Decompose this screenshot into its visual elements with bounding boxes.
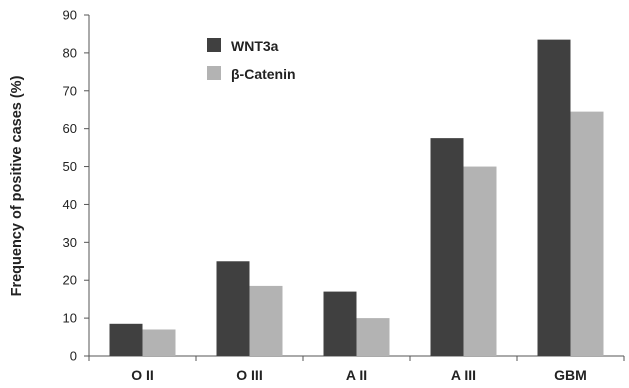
x-tick-label: O II bbox=[131, 367, 154, 383]
legend: WNT3a β-Catenin bbox=[207, 38, 296, 82]
bar-wnt3a-4 bbox=[537, 39, 571, 356]
y-tick-label: 50 bbox=[63, 159, 77, 174]
x-tick-label: GBM bbox=[554, 367, 587, 383]
bar-wnt3a-2 bbox=[323, 291, 357, 356]
bar-wnt3a-0 bbox=[109, 323, 143, 356]
legend-label: β-Catenin bbox=[231, 66, 296, 82]
x-tick-label: O III bbox=[236, 367, 262, 383]
x-tick-label: A II bbox=[346, 367, 367, 383]
y-tick-label: 70 bbox=[63, 83, 77, 98]
bar-beta-catenin-3 bbox=[463, 166, 497, 356]
legend-swatch bbox=[207, 38, 221, 52]
bar-beta-catenin-2 bbox=[356, 318, 390, 356]
y-tick-label: 40 bbox=[63, 197, 77, 212]
y-tick-label: 60 bbox=[63, 121, 77, 136]
legend-label: WNT3a bbox=[231, 38, 279, 54]
bar-wnt3a-3 bbox=[430, 138, 464, 356]
y-tick-label: 90 bbox=[63, 8, 77, 23]
y-tick-label: 0 bbox=[70, 349, 77, 364]
bar-wnt3a-1 bbox=[216, 261, 250, 356]
y-axis: 0 10 20 30 40 50 60 70 80 90 bbox=[63, 8, 90, 364]
x-tick-label: A III bbox=[451, 367, 476, 383]
y-tick-label: 10 bbox=[63, 311, 77, 326]
x-axis: O II O III A II A III GBM bbox=[88, 355, 625, 383]
bar-beta-catenin-1 bbox=[249, 285, 283, 356]
bar-beta-catenin-4 bbox=[570, 111, 604, 356]
y-tick-label: 30 bbox=[63, 235, 77, 250]
bars bbox=[109, 39, 604, 356]
y-tick-label: 80 bbox=[63, 45, 77, 60]
legend-swatch bbox=[207, 66, 221, 80]
y-tick-label: 20 bbox=[63, 273, 77, 288]
y-axis-label: Frequency of positive cases (%) bbox=[9, 75, 25, 296]
bar-beta-catenin-0 bbox=[142, 329, 176, 356]
